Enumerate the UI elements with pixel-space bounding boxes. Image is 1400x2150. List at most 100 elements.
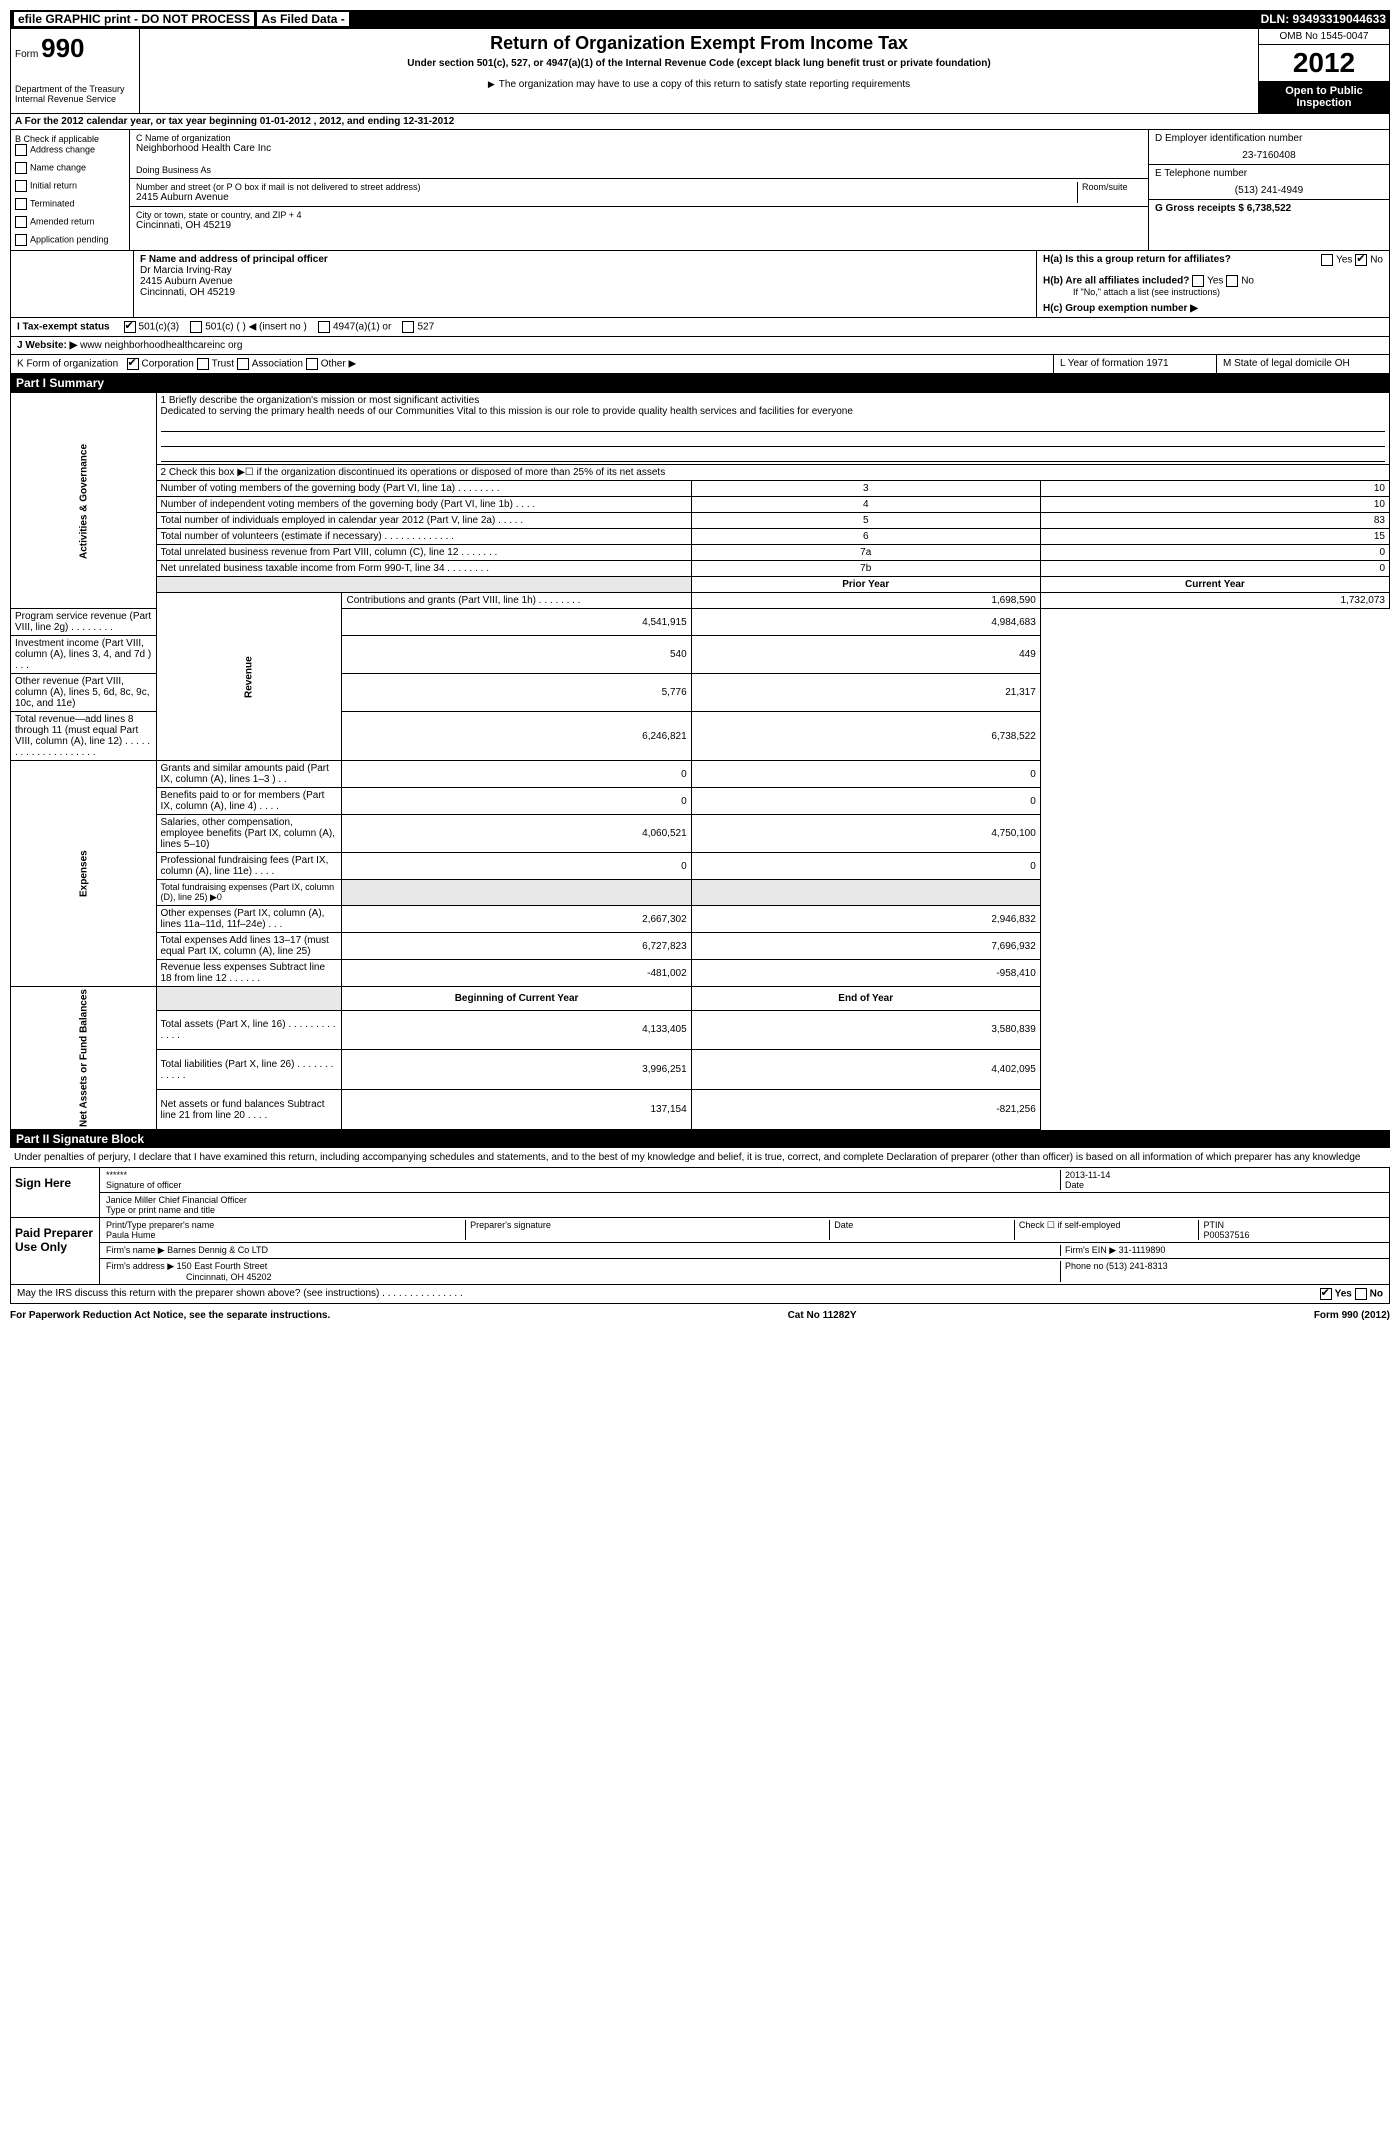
prep-name: Paula Hume [106, 1230, 465, 1240]
opt-501c3: 501(c)(3) [139, 322, 180, 333]
check-self: Check ☐ if self-employed [1014, 1220, 1199, 1240]
line14-py: 0 [342, 788, 691, 815]
signature-block: Sign Here ****** Signature of officer 20… [10, 1167, 1390, 1285]
opt-assoc: Association [252, 359, 303, 370]
cb-501c[interactable] [190, 321, 202, 333]
cb-initial-return[interactable] [15, 180, 27, 192]
officer-type-label: Type or print name and title [106, 1205, 1383, 1215]
line9-cy: 4,984,683 [691, 609, 1040, 636]
cb-ha-yes[interactable] [1321, 254, 1333, 266]
line9-desc: Program service revenue (Part VIII, line… [11, 609, 157, 636]
line7b-desc: Net unrelated business taxable income fr… [156, 561, 691, 577]
line16a-desc: Professional fundraising fees (Part IX, … [156, 853, 342, 880]
website-label: J Website: ▶ [17, 340, 77, 351]
cb-other[interactable] [306, 358, 318, 370]
prior-year-header: Prior Year [691, 577, 1040, 593]
line19-cy: -958,410 [691, 960, 1040, 987]
dept-treasury: Department of the Treasury [15, 84, 135, 94]
footer-right: Form 990 (2012) [1314, 1310, 1390, 1321]
line15-cy: 4,750,100 [691, 815, 1040, 853]
cb-terminated[interactable] [15, 198, 27, 210]
row-i: I Tax-exempt status 501(c)(3) 501(c) ( )… [10, 318, 1390, 337]
room-label: Room/suite [1077, 182, 1142, 203]
officer-name-title: Janice Miller Chief Financial Officer [106, 1195, 1383, 1205]
footer-left: For Paperwork Reduction Act Notice, see … [10, 1310, 330, 1321]
line8-cy: 1,732,073 [1040, 593, 1389, 609]
header-left: Form 990 Department of the Treasury Inte… [11, 29, 140, 113]
firm-addr2: Cincinnati, OH 45202 [106, 1272, 272, 1282]
cb-name-change[interactable] [15, 162, 27, 174]
efile-top-bar: efile GRAPHIC print - DO NOT PROCESS As … [10, 10, 1390, 28]
tel: (513) 241-4949 [1155, 185, 1383, 196]
line14-desc: Benefits paid to or for members (Part IX… [156, 788, 342, 815]
cb-discuss-no[interactable] [1355, 1288, 1367, 1300]
topbar-dln: DLN: 93493319044633 [1261, 12, 1386, 26]
line8-py: 1,698,590 [691, 593, 1040, 609]
state-domicile: M State of legal domicile OH [1217, 355, 1389, 373]
cb-discuss-yes[interactable] [1320, 1288, 1332, 1300]
line18-desc: Total expenses Add lines 13–17 (must equ… [156, 933, 342, 960]
expenses-label: Expenses [11, 761, 157, 987]
form-subtitle: Under section 501(c), 527, or 4947(a)(1)… [144, 58, 1254, 69]
street-label: Number and street (or P O box if mail is… [136, 182, 1077, 192]
cb-trust[interactable] [197, 358, 209, 370]
ein: 23-7160408 [1155, 150, 1383, 161]
line21-cy: 4,402,095 [691, 1050, 1040, 1090]
line10-cy: 449 [691, 636, 1040, 674]
topbar-left-text: efile GRAPHIC print - DO NOT PROCESS [14, 12, 254, 26]
cb-amended-label: Amended return [30, 216, 95, 226]
line18-py: 6,727,823 [342, 933, 691, 960]
begin-year-header: Beginning of Current Year [342, 987, 691, 1011]
cb-address-change[interactable] [15, 144, 27, 156]
cb-hb-no[interactable] [1226, 275, 1238, 287]
part1-title: Part I Summary [16, 376, 104, 390]
line4-val: 10 [1040, 497, 1389, 513]
cb-pending-label: Application pending [30, 234, 109, 244]
cb-527[interactable] [402, 321, 414, 333]
line1-label: 1 Briefly describe the organization's mi… [161, 395, 1386, 406]
line11-desc: Other revenue (Part VIII, column (A), li… [11, 674, 157, 712]
section-bcd: B Check if applicable Address change Nam… [10, 130, 1390, 251]
cb-amended[interactable] [15, 216, 27, 228]
opt-527: 527 [417, 322, 434, 333]
line17-cy: 2,946,832 [691, 906, 1040, 933]
line16a-cy: 0 [691, 853, 1040, 880]
line11-py: 5,776 [342, 674, 691, 712]
line19-desc: Revenue less expenses Subtract line 18 f… [156, 960, 342, 987]
opt-501c: 501(c) ( ) ◀ (insert no ) [205, 322, 307, 333]
line12-cy: 6,738,522 [691, 712, 1040, 761]
netassets-label: Net Assets or Fund Balances [11, 987, 157, 1130]
line13-py: 0 [342, 761, 691, 788]
discuss-row: May the IRS discuss this return with the… [10, 1285, 1390, 1304]
cb-hb-yes[interactable] [1192, 275, 1204, 287]
cb-pending[interactable] [15, 234, 27, 246]
line4-num: 4 [691, 497, 1040, 513]
line3-val: 10 [1040, 481, 1389, 497]
line7b-num: 7b [691, 561, 1040, 577]
line21-py: 3,996,251 [342, 1050, 691, 1090]
sign-here-label: Sign Here [11, 1168, 100, 1217]
cb-ha-no[interactable] [1355, 254, 1367, 266]
cb-assoc[interactable] [237, 358, 249, 370]
sig-date: 2013-11-14 [1065, 1170, 1383, 1180]
website: www neighborhoodhealthcareinc org [80, 340, 242, 351]
opt-trust: Trust [212, 359, 234, 370]
col-b: B Check if applicable Address change Nam… [11, 130, 130, 250]
form-number: 990 [41, 33, 84, 63]
hb-note: If "No," attach a list (see instructions… [1043, 287, 1383, 297]
discuss-text: May the IRS discuss this return with the… [17, 1288, 1320, 1300]
cb-501c3[interactable] [124, 321, 136, 333]
line14-cy: 0 [691, 788, 1040, 815]
year-formation: L Year of formation 1971 [1054, 355, 1217, 373]
cb-name-change-label: Name change [30, 162, 86, 172]
sig-officer-label: Signature of officer [106, 1180, 1060, 1190]
firm-name-label: Firm's name ▶ [106, 1245, 165, 1255]
line9-py: 4,541,915 [342, 609, 691, 636]
cb-corp[interactable] [127, 358, 139, 370]
cb-4947[interactable] [318, 321, 330, 333]
form-note: The organization may have to use a copy … [144, 79, 1254, 90]
tel-label: E Telephone number [1155, 168, 1383, 179]
row-k: K Form of organization Corporation Trust… [10, 355, 1390, 374]
form-title: Return of Organization Exempt From Incom… [144, 33, 1254, 54]
city: Cincinnati, OH 45219 [136, 220, 1142, 231]
